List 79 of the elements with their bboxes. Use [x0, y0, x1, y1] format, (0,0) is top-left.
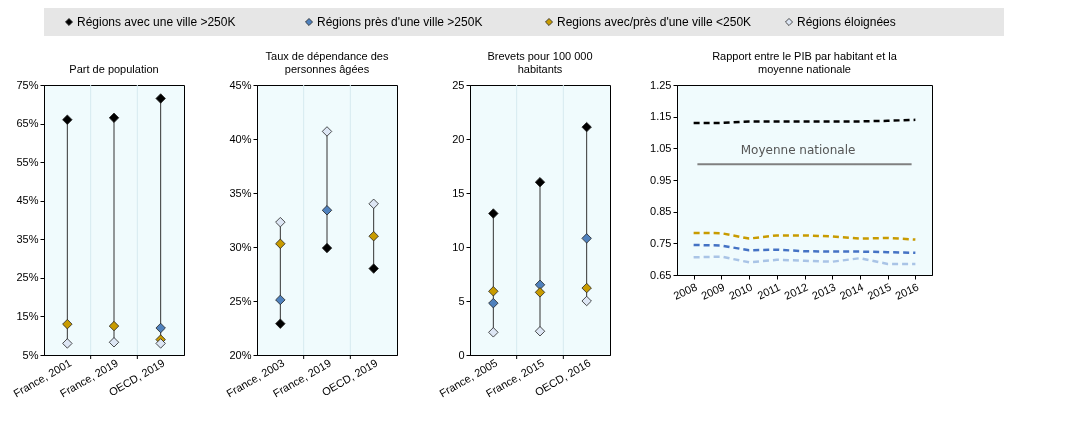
point — [534, 287, 546, 298]
y-tick-label: 75% — [16, 78, 39, 91]
point — [108, 320, 120, 332]
chart-title: Part de population — [69, 63, 159, 75]
legend-label: Régions éloignées — [797, 15, 896, 29]
y-tick-label: 45% — [229, 78, 252, 91]
y-tick-label: 20 — [452, 132, 465, 145]
point — [155, 338, 166, 349]
chart-title: Brevets pour 100 000 habitants — [487, 50, 593, 75]
point — [275, 238, 286, 249]
point — [275, 318, 286, 329]
point — [488, 286, 499, 297]
x-tick-label: 2011 — [755, 280, 782, 302]
point — [321, 126, 333, 137]
y-tick-label: 40% — [229, 132, 252, 145]
ref-line-label: Moyenne nationale — [740, 143, 856, 158]
y-tick-label: 1.05 — [650, 141, 672, 154]
y-tick-label: 10 — [452, 240, 465, 253]
legend-label: Régions avec une ville >250K — [77, 15, 236, 29]
y-tick-label: 15 — [452, 186, 465, 199]
x-tick-label: 2008 — [671, 280, 699, 302]
point — [62, 338, 73, 349]
y-tick-label: 0.85 — [650, 205, 672, 218]
x-tick-label: 2010 — [726, 280, 755, 302]
x-tick-label: 2009 — [699, 280, 727, 302]
y-tick-label: 15% — [16, 309, 39, 322]
y-tick-label: 25% — [16, 271, 39, 284]
point — [321, 205, 333, 216]
y-tick-label: 65% — [16, 117, 39, 130]
line-series — [692, 231, 917, 241]
x-tick-label: 2016 — [893, 280, 921, 302]
x-tick-label: 2012 — [782, 280, 810, 302]
point — [368, 231, 379, 242]
line-series — [692, 243, 917, 255]
point — [62, 114, 73, 125]
y-tick-label: 55% — [16, 155, 39, 168]
y-tick-label: 5% — [22, 348, 39, 361]
y-tick-label: 25 — [452, 78, 465, 91]
point — [368, 263, 379, 274]
x-tick-label: 2013 — [810, 280, 838, 302]
point — [581, 121, 592, 133]
legend-label: Régions près d'une ville >250K — [317, 15, 483, 29]
point — [534, 177, 546, 188]
point — [488, 327, 499, 338]
legend-label: Regions avec/près d'une ville <250K — [557, 15, 752, 29]
y-tick-label: 1.25 — [650, 78, 672, 91]
y-tick-label: 20% — [229, 348, 252, 361]
x-tick-label: 2015 — [865, 280, 893, 302]
y-tick-label: 25% — [229, 294, 252, 307]
point — [275, 294, 286, 306]
point — [155, 322, 166, 334]
point — [488, 298, 499, 309]
y-tick-label: 0.65 — [650, 268, 672, 281]
y-tick-label: 35% — [16, 232, 39, 245]
line-series — [692, 255, 917, 266]
chart-title: Rapport entre le PIB par habitant et la moyenne nationale — [712, 50, 898, 75]
y-tick-label: 5 — [458, 294, 465, 307]
x-tick-label: 2014 — [837, 280, 866, 302]
point — [581, 233, 592, 244]
point — [108, 337, 120, 348]
y-tick-label: 0.75 — [650, 236, 672, 249]
point — [488, 208, 499, 219]
y-tick-label: 45% — [16, 194, 39, 207]
chart-title: Taux de dépendance des personnes âgées — [265, 50, 389, 75]
point — [62, 319, 73, 330]
y-tick-label: 1.15 — [650, 110, 672, 123]
point — [581, 282, 592, 294]
point — [368, 198, 379, 209]
y-tick-label: 30% — [229, 240, 252, 253]
point — [534, 326, 546, 337]
y-tick-label: 35% — [229, 186, 252, 199]
point — [275, 217, 286, 228]
point — [581, 295, 592, 307]
point — [108, 112, 120, 123]
point — [534, 279, 546, 290]
point — [321, 242, 333, 254]
point — [155, 93, 166, 104]
y-tick-label: 0 — [458, 348, 465, 361]
y-tick-label: 0.95 — [650, 173, 672, 186]
